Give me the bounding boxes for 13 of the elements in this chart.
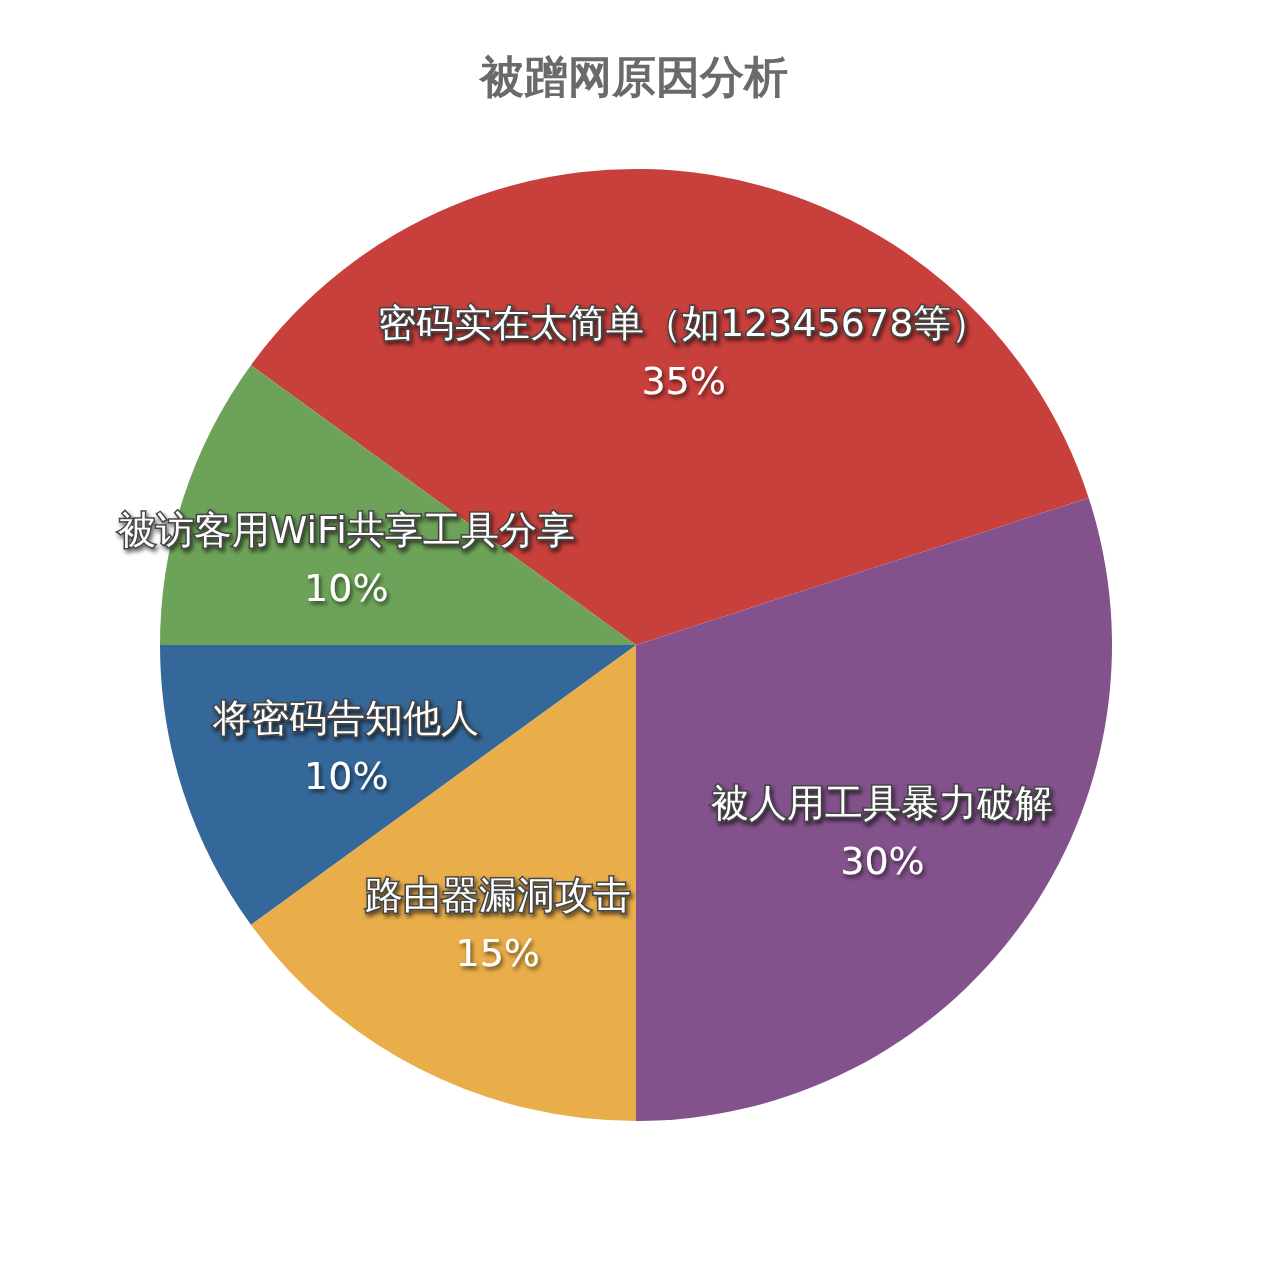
slice-label: 密码实在太简单（如12345678等） (377, 301, 990, 346)
data-label: 10% (304, 754, 389, 799)
data-label: 35% (641, 359, 726, 404)
slice-label: 将密码告知他人 (212, 696, 480, 741)
pie-slice (636, 497, 1112, 1121)
data-label: 30% (840, 839, 925, 884)
slice-label: 路由器漏洞攻击 (364, 873, 631, 918)
pie-slice (250, 645, 636, 1121)
data-label: 10% (304, 565, 389, 610)
slice-label: 被人用工具暴力破解 (711, 781, 1054, 826)
pie-slice (160, 645, 636, 925)
chart-title: 被蹭网原因分析 (478, 51, 788, 102)
data-label: 15% (455, 931, 540, 976)
